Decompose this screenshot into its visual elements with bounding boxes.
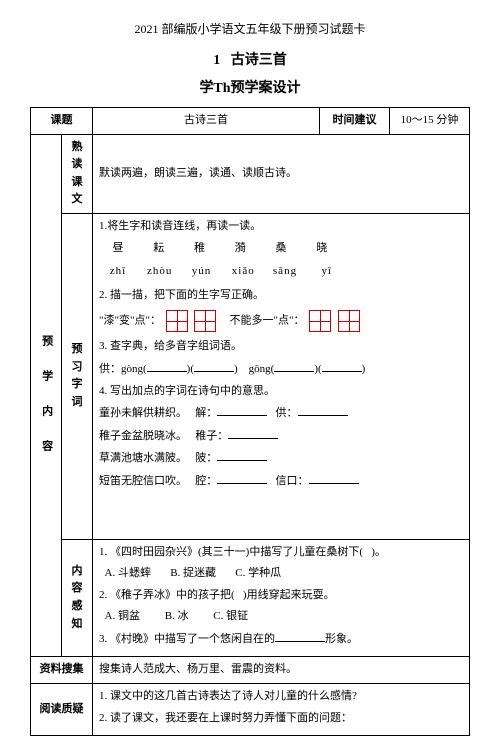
vocab-line1: 1.将生字和读音连线，再读一读。 <box>99 218 463 236</box>
vocab-ex1: 童孙未解供耕织。 解： 供： <box>99 404 463 423</box>
row-content-research: 搜集诗人范成大、杨万里、雷震的资料。 <box>93 657 470 684</box>
perceive-q3: 3. 《村晚》中描写了一个悠闲自在的形象。 <box>99 630 463 649</box>
row-label-perceive: 内容感知 <box>62 539 93 657</box>
topic-label: 课题 <box>31 108 93 135</box>
vocab-line4: 4. 写出加点的字词在诗句中的意思。 <box>99 383 463 401</box>
row-content-perceive: 1. 《四时田园杂兴》(其三十一)中描写了儿童在桑树下( )。 A. 斗蟋蟀 B… <box>93 539 470 657</box>
lesson-subtitle: 学Th预学案设计 <box>30 77 470 97</box>
write-grid-icon <box>166 310 188 332</box>
vocab-line2: 2. 描一描，把下面的生字写正确。 <box>99 287 463 305</box>
vocab-gong: 供：gòng()() gōng()() <box>99 360 463 379</box>
time-value: 10～15 分钟 <box>390 108 470 135</box>
perceive-q1-options: A. 斗蟋蟀 B. 捉迷藏 C. 学种瓜 <box>99 565 463 583</box>
row-content-vocab: 1.将生字和读音连线，再读一读。 昼 耘 稚 漪 桑 晓 zhī zhòu yú… <box>93 213 470 539</box>
perceive-q2: 2. 《稚子弄冰》中的孩子把( )用线穿起来玩耍。 <box>99 587 463 605</box>
worksheet-table: 课题 古诗三首 时间建议 10～15 分钟 预 学 内 容 熟读课文 默读两遍，… <box>30 107 470 736</box>
doc-header: 2021 部编版小学语文五年级下册预习试题卡 <box>30 20 470 37</box>
perceive-q1: 1. 《四时田园杂兴》(其三十一)中描写了儿童在桑树下( )。 <box>99 544 463 562</box>
row-label-research: 资料搜集 <box>31 657 93 684</box>
row-label-read: 熟读课文 <box>62 134 93 213</box>
write-grid-icon <box>194 310 216 332</box>
lesson-title: 古诗三首 <box>231 53 287 68</box>
lesson-number: 1 <box>213 53 220 68</box>
lesson-heading: 1 古诗三首 <box>30 49 470 69</box>
row-label-question: 阅读质疑 <box>31 684 93 736</box>
vocab-pinyin: zhī zhòu yún xiǎo sāng yī <box>99 263 463 281</box>
row-label-vocab: 预习字词 <box>62 213 93 539</box>
time-label: 时间建议 <box>320 108 390 135</box>
vocab-ex4: 短笛无腔信口吹。 腔： 信口： <box>99 472 463 491</box>
vocab-ex3: 草满池塘水满陂。 陂： <box>99 449 463 468</box>
grid-right-text: 不能多一"点"： <box>229 315 304 327</box>
vocab-chars: 昼 耘 稚 漪 桑 晓 <box>99 240 463 258</box>
write-grid-icon <box>338 310 360 332</box>
grid-left-text: "漆"变"点"： <box>99 315 161 327</box>
question-1: 1. 课文中的这几首古诗表达了诗人对儿童的什么感情? <box>99 688 463 706</box>
vocab-ex2: 稚子金盆脱晓冰。 稚子： <box>99 427 463 446</box>
row-content-read: 默读两遍，朗读三遍，读通、读顺古诗。 <box>93 134 470 213</box>
row-content-question: 1. 课文中的这几首古诗表达了诗人对儿童的什么感情? 2. 读了课文，我还要在上… <box>93 684 470 736</box>
section-label: 预 学 内 容 <box>31 134 62 657</box>
topic-value: 古诗三首 <box>93 108 320 135</box>
write-grid-icon <box>309 310 331 332</box>
perceive-q2-options: A. 铜盆 B. 冰 C. 银钲 <box>99 608 463 626</box>
vocab-line3: 3. 查字典，给多音字组词语。 <box>99 338 463 356</box>
vocab-grids: "漆"变"点"： 不能多一"点"： <box>99 310 463 332</box>
question-2: 2. 读了课文，我还要在上课时努力弄懂下面的问题： <box>99 710 463 728</box>
